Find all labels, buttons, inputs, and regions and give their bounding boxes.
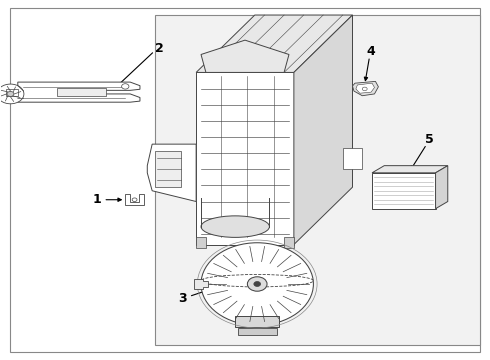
Polygon shape (125, 194, 144, 205)
Polygon shape (196, 72, 294, 244)
Bar (235, 316, 279, 327)
Polygon shape (436, 166, 448, 209)
Text: 2: 2 (155, 41, 164, 54)
Text: 4: 4 (367, 45, 375, 58)
Text: 5: 5 (425, 133, 434, 146)
Bar (284, 237, 294, 248)
Polygon shape (356, 83, 374, 93)
Polygon shape (194, 279, 208, 289)
Ellipse shape (0, 84, 24, 104)
Bar (372, 173, 436, 209)
Ellipse shape (7, 91, 14, 96)
Polygon shape (147, 144, 196, 202)
Bar (196, 237, 206, 248)
Polygon shape (352, 81, 378, 96)
Polygon shape (18, 82, 140, 102)
Text: 3: 3 (179, 292, 187, 305)
Bar (343, 148, 362, 169)
Ellipse shape (201, 243, 314, 325)
Polygon shape (196, 15, 352, 72)
Bar (238, 328, 277, 335)
Ellipse shape (201, 216, 270, 237)
Polygon shape (294, 15, 352, 244)
Ellipse shape (122, 84, 129, 89)
Bar (155, 151, 181, 187)
Bar (5, 89, 18, 96)
Polygon shape (372, 166, 448, 173)
Ellipse shape (247, 277, 267, 291)
Bar (57, 88, 106, 96)
Text: 1: 1 (92, 193, 101, 206)
Bar (155, 15, 480, 345)
Polygon shape (201, 40, 289, 72)
Ellipse shape (254, 282, 261, 287)
